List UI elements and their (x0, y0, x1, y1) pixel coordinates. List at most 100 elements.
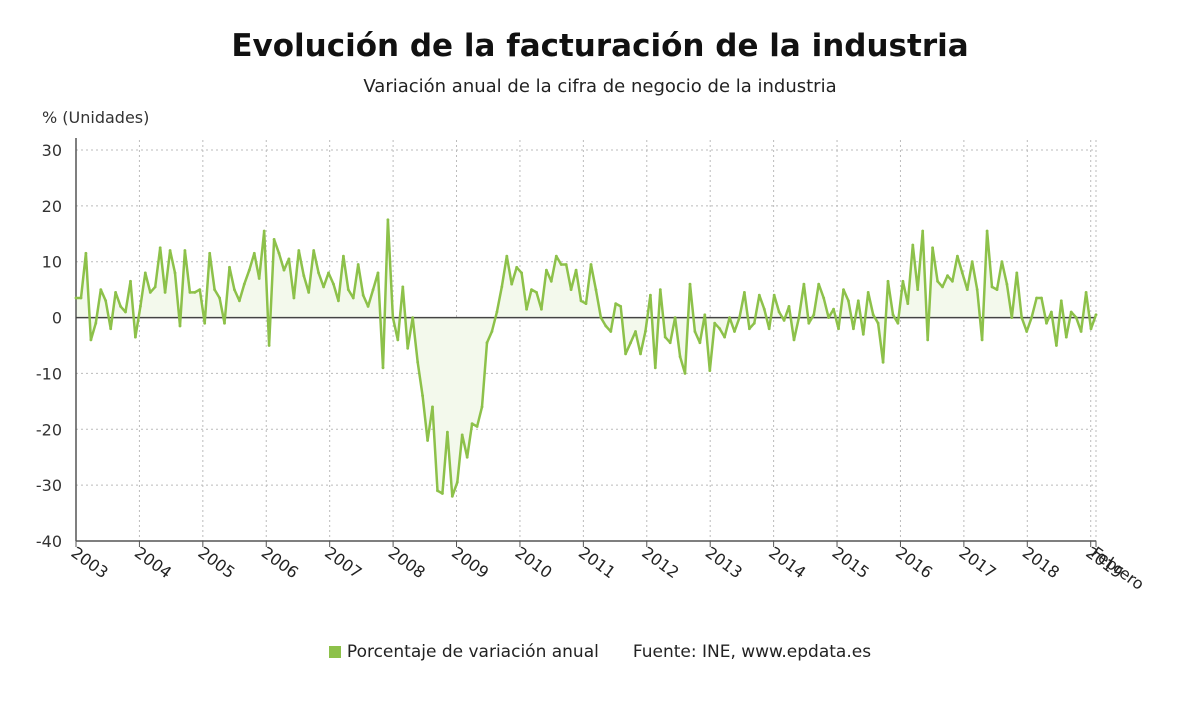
data-point (649, 293, 652, 297)
data-point (906, 302, 910, 305)
data-point (302, 274, 306, 278)
data-point (748, 327, 751, 331)
y-tick-label: -40 (36, 532, 62, 551)
data-point (490, 330, 494, 333)
data-point (738, 316, 741, 319)
data-point (946, 274, 949, 278)
data-point (287, 257, 291, 261)
data-point (856, 299, 860, 303)
data-point (198, 288, 202, 291)
data-point (837, 327, 840, 331)
data-point (337, 299, 340, 303)
data-point (139, 305, 142, 308)
data-point (129, 279, 132, 283)
data-point (663, 335, 667, 339)
x-tick-label: 2004 (131, 543, 175, 582)
data-point (921, 229, 925, 233)
data-point (762, 307, 766, 311)
data-point (896, 321, 900, 325)
data-point (658, 288, 662, 291)
chart-title: Evolución de la facturación de la indust… (231, 28, 969, 64)
data-point (277, 251, 281, 255)
data-point (233, 288, 236, 291)
data-point (84, 251, 88, 255)
data-point (698, 341, 702, 345)
data-point (252, 251, 256, 255)
data-point (386, 218, 390, 222)
data-point (970, 260, 974, 264)
data-point (455, 480, 459, 484)
data-point (104, 299, 108, 303)
data-point (366, 305, 370, 308)
data-point (178, 324, 182, 328)
data-point (401, 285, 405, 289)
data-point (683, 372, 687, 375)
y-tick-label: 30 (42, 141, 62, 160)
data-point (817, 282, 821, 286)
data-point (485, 341, 489, 345)
data-point (980, 338, 984, 342)
data-point (861, 332, 865, 336)
data-point (426, 439, 429, 442)
y-tick-label: 10 (42, 253, 62, 272)
data-point (203, 321, 207, 325)
data-point (886, 279, 890, 283)
data-point (589, 263, 593, 266)
data-point (213, 288, 217, 291)
data-point (629, 341, 632, 345)
data-point (1015, 271, 1019, 275)
data-point (807, 321, 811, 325)
data-point (713, 321, 717, 325)
data-point (852, 327, 855, 331)
data-point (421, 394, 424, 398)
data-point (322, 285, 325, 289)
data-point (797, 316, 801, 319)
data-point (441, 492, 444, 495)
data-point (1000, 260, 1004, 264)
data-point (891, 313, 895, 317)
data-point (564, 263, 568, 266)
data-point (163, 291, 167, 294)
data-point (678, 355, 682, 359)
data-point (396, 338, 400, 342)
data-point (1064, 335, 1068, 339)
x-tick-label: 2007 (321, 543, 365, 582)
data-point (931, 246, 934, 250)
data-point (109, 327, 113, 331)
data-point (673, 316, 677, 319)
data-point (614, 302, 618, 305)
y-tick-label: -10 (36, 364, 62, 383)
data-point (1050, 310, 1053, 314)
data-point (708, 369, 712, 372)
data-point (1059, 299, 1063, 303)
data-point (723, 335, 726, 339)
x-tick-label: 2015 (829, 543, 873, 582)
data-point (619, 305, 623, 308)
data-point (228, 265, 231, 269)
data-point (951, 279, 954, 283)
data-point (1084, 291, 1088, 294)
chart-subtitle: Variación anual de la cifra de negocio d… (363, 76, 837, 97)
data-point (752, 321, 756, 325)
data-point (158, 246, 162, 250)
data-point (238, 299, 241, 303)
data-point (1069, 310, 1073, 314)
data-point (223, 321, 226, 325)
data-point (639, 352, 642, 356)
data-point (1035, 296, 1038, 300)
x-tick-label: 2013 (702, 543, 746, 582)
data-point (371, 288, 375, 291)
data-point (272, 238, 276, 241)
data-point (990, 285, 994, 289)
x-tick-label: 2003 (68, 543, 112, 582)
data-point (1089, 327, 1093, 331)
data-point (94, 321, 98, 325)
data-point (926, 338, 930, 342)
data-point (247, 268, 251, 272)
data-point (193, 291, 197, 294)
data-point (1094, 313, 1098, 317)
data-point (361, 293, 365, 297)
data-point (312, 249, 316, 252)
data-point (604, 324, 608, 328)
